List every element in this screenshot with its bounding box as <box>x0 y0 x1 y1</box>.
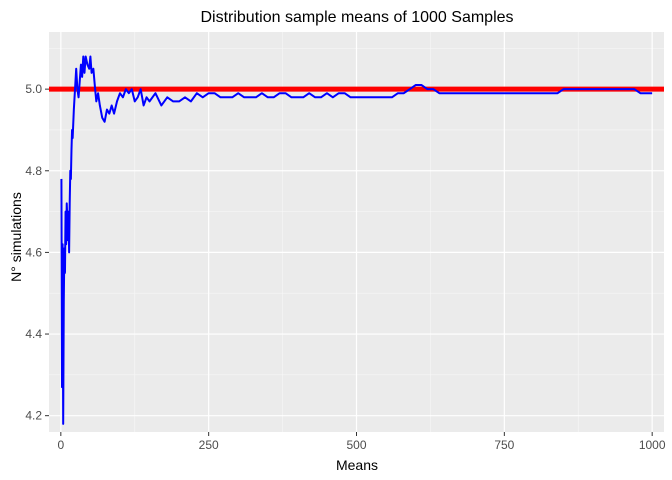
series-line <box>60 55 653 425</box>
x-tick-label: 0 <box>57 438 64 452</box>
y-tick-label: 4.2 <box>25 409 42 423</box>
chart-title: Distribution sample means of 1000 Sample… <box>200 9 513 26</box>
x-tick-label: 1000 <box>639 438 666 452</box>
y-tick-label: 4.6 <box>25 245 42 259</box>
x-tick-label: 500 <box>346 438 366 452</box>
x-tick-label: 250 <box>199 438 219 452</box>
y-tick-label: 4.4 <box>25 327 42 341</box>
x-axis-ticks: 0 250 500 750 1000 <box>57 432 666 452</box>
x-tick-label: 750 <box>494 438 514 452</box>
y-axis-title: N° simulations <box>8 192 24 282</box>
y-tick-label: 5.0 <box>25 82 42 96</box>
x-axis-title: Means <box>336 457 378 473</box>
y-axis-ticks: 4.2 4.4 4.6 4.8 5.0 <box>25 82 49 423</box>
y-tick-label: 4.8 <box>25 164 42 178</box>
